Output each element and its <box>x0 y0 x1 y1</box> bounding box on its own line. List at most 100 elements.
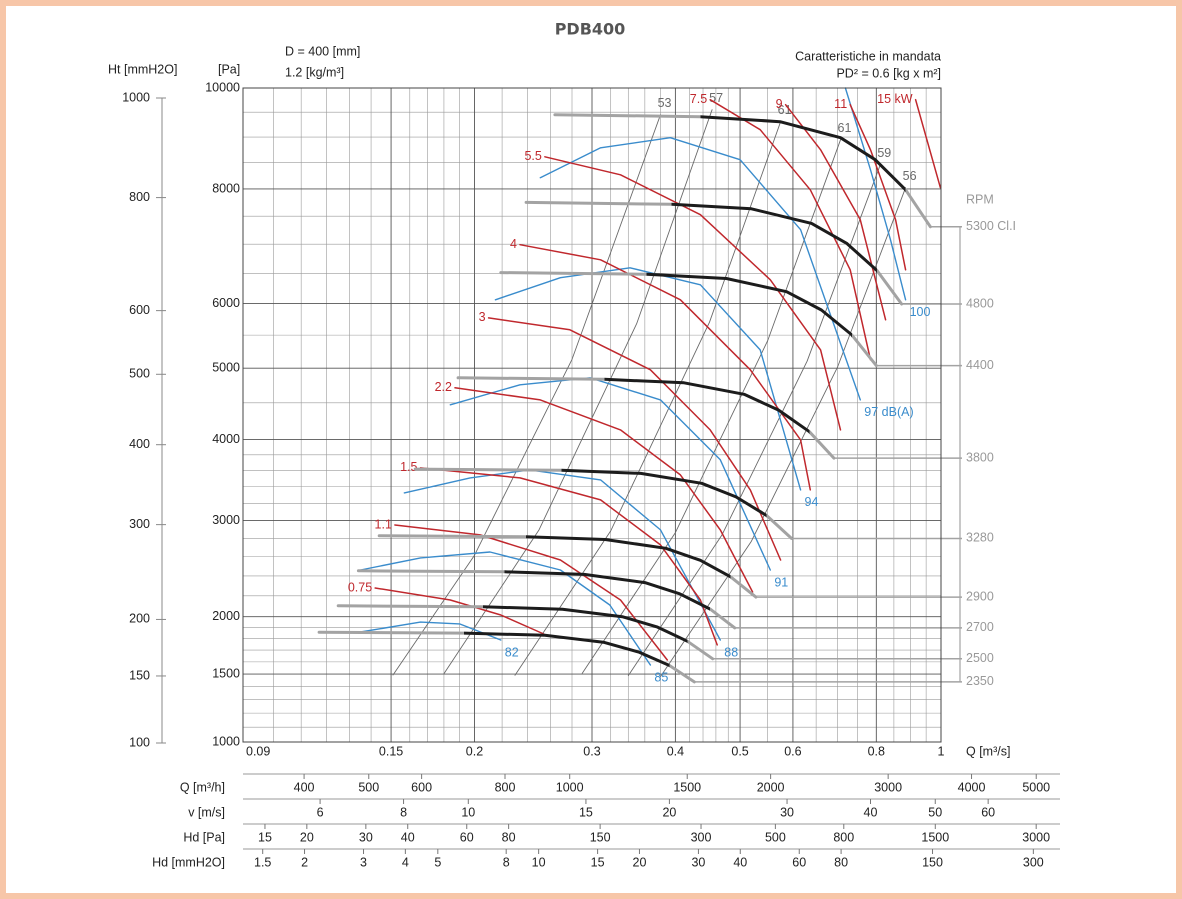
y2-tick-label: 400 <box>129 437 150 451</box>
noise-curve <box>449 377 771 571</box>
fan-curve <box>356 569 737 630</box>
scale-tick-label: 2000 <box>757 780 785 794</box>
chart-title: PDB400 <box>555 20 626 39</box>
noise-label: 82 <box>505 645 519 659</box>
scale-tick-label: 20 <box>633 855 647 869</box>
scale-tick-label: 150 <box>922 855 943 869</box>
scale-tick-label: 800 <box>833 830 854 844</box>
x-tick-label: 0.8 <box>868 744 885 758</box>
noise-curve <box>359 621 502 641</box>
power-label: 1.1 <box>375 517 392 531</box>
x-tick-label: 1 <box>938 744 945 758</box>
noise-curve <box>539 136 861 401</box>
rpm-value: 5300 Cl.I <box>966 219 1016 233</box>
rpm-value: 2900 <box>966 589 994 603</box>
efficiency-label: 61 <box>838 121 852 135</box>
y-tick-label: 3000 <box>212 513 240 527</box>
scale-tick-label: 1000 <box>556 780 584 794</box>
x-tick-label: 0.15 <box>379 744 403 758</box>
rpm-value: 4400 <box>966 358 994 372</box>
scale-tick-label: 3000 <box>1022 830 1050 844</box>
power-curve <box>914 98 942 189</box>
note: PD² = 0.6 [kg x m²] <box>836 66 941 80</box>
noise-label: 91 <box>774 575 788 589</box>
scale-tick-label: 60 <box>981 805 995 819</box>
efficiency-curve <box>443 109 713 675</box>
x-axis-label: Q [m³/s] <box>966 744 1010 758</box>
scale-tick-label: 80 <box>834 855 848 869</box>
scale-tick-label: 10 <box>532 855 546 869</box>
noise-curve <box>844 87 907 301</box>
scale-tick-label: 20 <box>300 830 314 844</box>
y2-tick-label: 500 <box>129 367 150 381</box>
rpm-value: 3800 <box>966 450 994 464</box>
x-tick-label: 0.6 <box>784 744 801 758</box>
scale-tick-label: 5 <box>434 855 441 869</box>
scale-tick-label: 15 <box>579 805 593 819</box>
plot-frame <box>242 87 942 743</box>
scale-tick-label: 600 <box>411 780 432 794</box>
x-tick-label: 0.2 <box>466 744 483 758</box>
power-label: 15 kW <box>877 92 913 106</box>
scale-tick-label: 4000 <box>958 780 986 794</box>
scale-tick-label: 300 <box>1023 855 1044 869</box>
scale-tick-label: 15 <box>258 830 272 844</box>
scale-label: Q [m³/h] <box>180 780 225 794</box>
scale-tick-label: 60 <box>460 830 474 844</box>
note: 1.2 [kg/m³] <box>285 65 344 79</box>
y-tick-label: 1000 <box>212 734 240 748</box>
scale-label: Hd [mmH2O] <box>152 855 225 869</box>
scale-tick-label: 8 <box>400 805 407 819</box>
power-curve <box>849 103 907 271</box>
fan-curve <box>377 534 758 599</box>
efficiency-curve <box>627 164 881 677</box>
scale-tick-label: 30 <box>691 855 705 869</box>
rpm-value: 4800 <box>966 296 994 310</box>
power-label: 3 <box>479 310 486 324</box>
scale-tick-label: 10 <box>461 805 475 819</box>
fan-curve <box>413 467 793 540</box>
noise-label: 97 dB(A) <box>864 405 913 419</box>
x-tick-label: 0.3 <box>583 744 600 758</box>
rpm-value: 2500 <box>966 651 994 665</box>
power-label: 1.5 <box>400 460 417 474</box>
y-tick-label: 8000 <box>212 181 240 195</box>
efficiency-label: 53 <box>658 96 672 110</box>
power-label: 2.2 <box>435 380 452 394</box>
y-tick-label: 1500 <box>212 666 240 680</box>
fan-curve <box>336 604 715 661</box>
fan-curve <box>553 113 932 229</box>
power-curve <box>519 243 812 491</box>
efficiency-label: 59 <box>877 146 891 160</box>
note: Caratteristiche in mandata <box>795 49 941 63</box>
power-curve <box>419 467 718 646</box>
y2-tick-label: 600 <box>129 303 150 317</box>
y2-tick-label: 200 <box>129 612 150 626</box>
scale-tick-label: 1500 <box>673 780 701 794</box>
noise-label: 88 <box>724 645 738 659</box>
scale-tick-label: 30 <box>780 805 794 819</box>
power-curve <box>544 156 842 431</box>
scale-tick-label: 40 <box>733 855 747 869</box>
scale-tick-label: 15 <box>591 855 605 869</box>
noise-curve <box>403 469 721 641</box>
scale-tick-label: 40 <box>864 805 878 819</box>
y2-tick-label: 300 <box>129 517 150 531</box>
scale-tick-label: 150 <box>590 830 611 844</box>
power-label: 9 <box>776 97 783 111</box>
power-label: 11 <box>834 97 847 111</box>
note: D = 400 [mm] <box>285 44 360 58</box>
efficiency-curve <box>514 121 782 676</box>
rpm-value: 2350 <box>966 674 994 688</box>
scale-tick-label: 5000 <box>1022 780 1050 794</box>
scale-tick-label: 500 <box>358 780 379 794</box>
power-curve <box>487 317 782 561</box>
y2-tick-label: 1000 <box>122 90 150 104</box>
rpm-value: 2700 <box>966 620 994 634</box>
rpm-value: 3280 <box>966 531 994 545</box>
scale-tick-label: 500 <box>765 830 786 844</box>
noise-label: 100 <box>910 305 931 319</box>
y-tick-label: 5000 <box>212 360 240 374</box>
efficiency-curve <box>660 187 907 678</box>
